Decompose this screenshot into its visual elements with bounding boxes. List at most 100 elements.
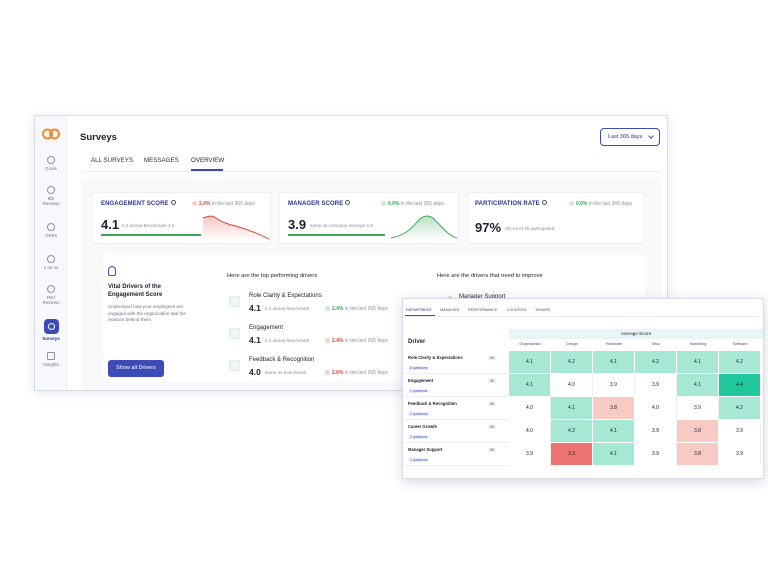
top-drivers-heading: Here are the top performing drivers: [227, 273, 318, 279]
question-count-dropdown[interactable]: 2 questions: [408, 412, 430, 416]
heatmap-cell[interactable]: 4.1: [509, 374, 551, 397]
heatmap-cell[interactable]: 4.1: [593, 351, 635, 374]
driver-name: Role Clarity & Expectations: [249, 293, 322, 299]
driver-name: Engagement: [249, 325, 284, 331]
tab-overview[interactable]: OVERVIEW: [191, 157, 225, 164]
heatmap-cell[interactable]: 4.4: [719, 374, 761, 397]
heatmap-tab-department[interactable]: DEPARTMENT: [406, 308, 432, 312]
heatmap-cell[interactable]: 4.1: [593, 420, 635, 443]
heatmap-cell[interactable]: 3.9: [635, 420, 677, 443]
column-header[interactable]: Organization: [519, 342, 541, 346]
heatmap-cell[interactable]: 4.0: [509, 397, 551, 420]
respondent-count-badge: 35: [488, 425, 496, 429]
sidebar-item-goals[interactable]: Goals: [35, 156, 67, 171]
manager-progress-bar: [288, 234, 385, 236]
heatmap-cell[interactable]: 3.9: [635, 443, 677, 466]
driver-sub: 0.1 above benchmark: [265, 338, 310, 343]
column-header[interactable]: Design: [566, 342, 578, 346]
heatmap-cell[interactable]: 4.1: [509, 351, 551, 374]
heatmap-cell[interactable]: 3.9: [719, 443, 761, 466]
chevron-down-icon: [648, 133, 654, 139]
heatmap-cell[interactable]: 4.2: [551, 420, 593, 443]
tab-divider: [403, 316, 763, 317]
driver-column-header: Driver: [408, 339, 426, 345]
heatmap-cell[interactable]: 3.9: [719, 420, 761, 443]
heatmap-cell[interactable]: 4.2: [551, 351, 593, 374]
heatmap-cell[interactable]: 3.8: [593, 397, 635, 420]
sidebar-item-okrs[interactable]: OKRs: [35, 223, 67, 238]
arrow-down-icon: [325, 338, 330, 343]
heatmap-cell[interactable]: 4.0: [551, 374, 593, 397]
question-count-dropdown[interactable]: 2 questions: [408, 435, 430, 439]
sidebar-item-8th-reviews[interactable]: 8th Reviews: [35, 186, 67, 206]
heatmap-cell[interactable]: 4.1: [551, 397, 593, 420]
target-icon: [47, 156, 55, 164]
target-icon: [47, 223, 55, 231]
respondent-count-badge: 35: [488, 356, 496, 360]
driver-row-label: Engagement: [408, 378, 434, 383]
chat-icon: [47, 255, 55, 263]
heatmap-tab-tenure[interactable]: TENURE: [535, 308, 551, 312]
respondent-count-badge: 35: [488, 448, 496, 452]
heatmap-cell[interactable]: 4.1: [677, 351, 719, 374]
heatmap-cell[interactable]: 3.9: [677, 397, 719, 420]
heatmap-cell[interactable]: 3.3: [551, 443, 593, 466]
heatmap-cell[interactable]: 4.2: [635, 351, 677, 374]
heatmap-cell[interactable]: 3.9: [635, 374, 677, 397]
sidebar-item-insights[interactable]: Insights: [35, 352, 67, 367]
sidebar-item-surveys[interactable]: Surveys: [35, 319, 67, 341]
respondent-count-badge: 35: [488, 379, 496, 383]
participation-rate-sub: 35 out of 36 participated: [505, 226, 555, 231]
driver-trend: 2.6% in the last 365 days: [325, 370, 388, 376]
engagement-score-sub: 0.1 above Benchmark 4.0: [122, 223, 175, 228]
heatmap-cell[interactable]: 4.2: [719, 351, 761, 374]
arrow-down-icon: [192, 201, 197, 206]
survey-icon: [43, 319, 59, 334]
feedback-icon: [229, 360, 240, 371]
heatmap-tab-location[interactable]: LOCATION: [507, 308, 527, 312]
column-header[interactable]: Misc: [652, 342, 660, 346]
heatmap-cell[interactable]: 4.0: [509, 420, 551, 443]
column-header[interactable]: Hardware: [605, 342, 623, 346]
arrow-up-icon: [569, 201, 574, 206]
vital-drivers-description: Understand how your employees are engage…: [108, 304, 186, 322]
engagement-score-value: 4.1: [101, 217, 120, 232]
column-header[interactable]: Software: [732, 342, 748, 346]
sidebar-item-1-on-1s[interactable]: 1 on 1s: [35, 255, 67, 270]
heatmap-cell[interactable]: 4.0: [635, 397, 677, 420]
manager-sparkline: [391, 215, 457, 240]
manager-score-title: MANAGER SCORE: [288, 200, 351, 207]
heatmap-cell[interactable]: 3.8: [677, 420, 719, 443]
heatmap-cell[interactable]: 4.1: [593, 443, 635, 466]
heatmap-cell[interactable]: 4.1: [677, 374, 719, 397]
column-header[interactable]: Marketing: [689, 342, 707, 346]
driver-trend: 2.4% in the last 365 days: [325, 306, 388, 312]
page-title: Surveys: [80, 132, 117, 143]
question-count-dropdown[interactable]: 1 questions: [408, 389, 430, 393]
engagement-score-title: ENGAGEMENT SCORE: [101, 200, 176, 207]
heatmap-cell[interactable]: 3.9: [593, 374, 635, 397]
row-divider: [403, 465, 509, 466]
arrow-up-icon: [381, 201, 386, 206]
question-count-dropdown[interactable]: 8 questions: [408, 366, 430, 370]
tab-all-surveys[interactable]: ALL SURVEYS: [91, 157, 133, 164]
info-icon: [541, 200, 547, 205]
tab-messages[interactable]: MESSAGES: [144, 157, 179, 164]
sidebar-item-perf-reviews[interactable]: Perf Reviews: [35, 285, 67, 305]
driver-row-label: Role Clarity & Expectations: [408, 355, 463, 360]
participation-rate-title: PARTICIPATION RATE: [475, 200, 547, 207]
driver-score: 4.1: [249, 303, 261, 313]
heatmap-cell[interactable]: 3.8: [677, 443, 719, 466]
driver-row-label: Feedback & Recognition: [408, 401, 457, 406]
improve-drivers-heading: Here are the drivers that need to improv…: [437, 273, 543, 279]
driver-sub: same as benchmark: [265, 370, 307, 375]
heatmap-cell[interactable]: 4.2: [719, 397, 761, 420]
heatmap-cell[interactable]: 3.9: [509, 443, 551, 466]
heatmap-tab-performance[interactable]: PERFORMANCE: [468, 308, 498, 312]
show-all-drivers-button[interactable]: Show all Drivers: [108, 360, 164, 377]
heatmap-tab-manager[interactable]: MANAGER: [440, 308, 460, 312]
question-count-dropdown[interactable]: 2 questions: [408, 458, 430, 462]
row-divider: [403, 442, 509, 443]
date-range-select[interactable]: Last 365 days: [600, 128, 660, 146]
driver-trend: 2.4% in the last 365 days: [325, 338, 388, 344]
